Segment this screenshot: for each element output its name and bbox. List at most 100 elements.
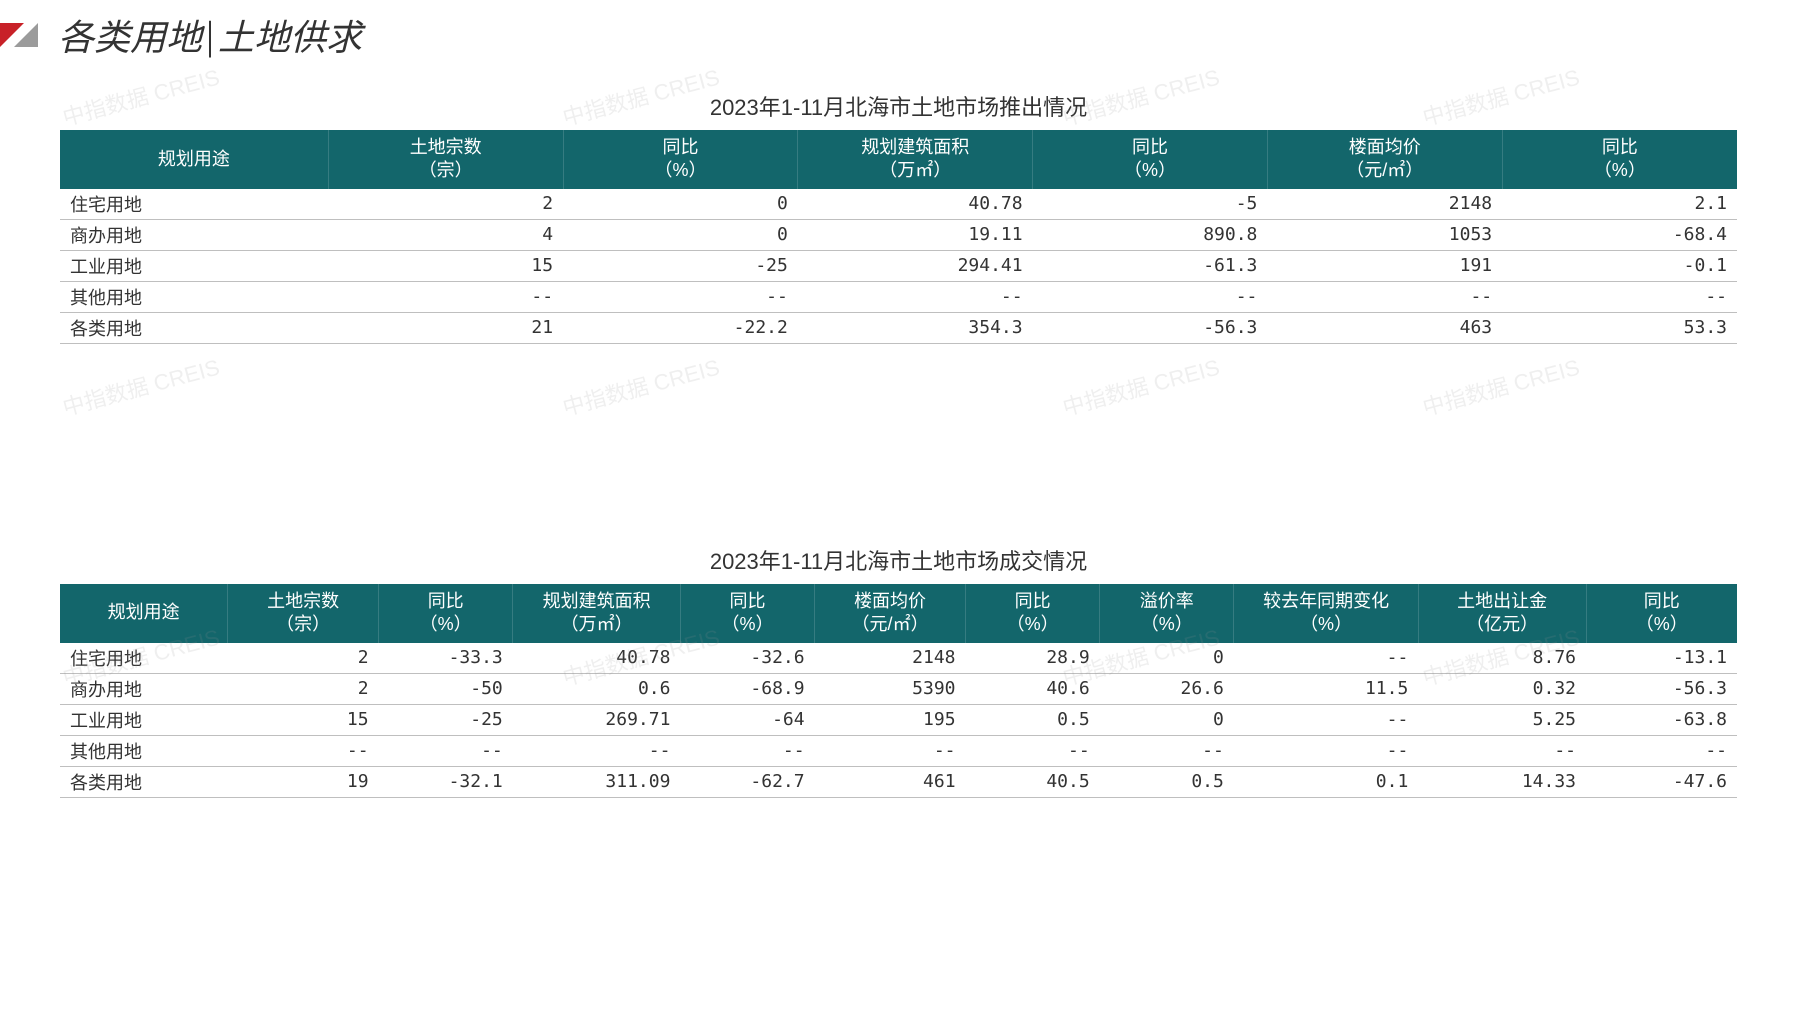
column-header: 较去年同期变化（%） bbox=[1234, 584, 1418, 643]
column-header: 同比（%） bbox=[966, 584, 1100, 643]
table-row: 各类用地19-32.1311.09-62.746140.50.50.114.33… bbox=[60, 766, 1737, 797]
cell: -- bbox=[379, 735, 513, 766]
cell: -- bbox=[228, 735, 379, 766]
cell: -- bbox=[815, 735, 966, 766]
cell: -- bbox=[328, 281, 563, 312]
table-row: 住宅用地2040.78-521482.1 bbox=[60, 189, 1737, 220]
cell: 19.11 bbox=[798, 219, 1033, 250]
cell: -- bbox=[1033, 281, 1268, 312]
cell: 2.1 bbox=[1502, 189, 1737, 220]
cell: 28.9 bbox=[966, 643, 1100, 674]
cell: -22.2 bbox=[563, 312, 798, 343]
content-area: 2023年1-11月北海市土地市场推出情况 规划用途土地宗数（宗）同比（%）规划… bbox=[0, 90, 1797, 798]
table-row: 其他用地------------ bbox=[60, 281, 1737, 312]
cell: 354.3 bbox=[798, 312, 1033, 343]
cell: -62.7 bbox=[680, 766, 814, 797]
cell: 21 bbox=[328, 312, 563, 343]
title-category: 各类用地 bbox=[58, 9, 202, 61]
cell: -- bbox=[1234, 643, 1418, 674]
table-row: 商办用地4019.11890.81053-68.4 bbox=[60, 219, 1737, 250]
cell: 8.76 bbox=[1418, 643, 1586, 674]
cell: 53.3 bbox=[1502, 312, 1737, 343]
cell: 311.09 bbox=[513, 766, 681, 797]
cell: 0 bbox=[1100, 704, 1234, 735]
cell: 1053 bbox=[1267, 219, 1502, 250]
column-header: 同比（%） bbox=[1586, 584, 1737, 643]
cell: 2148 bbox=[815, 643, 966, 674]
table-row: 工业用地15-25269.71-641950.50--5.25-63.8 bbox=[60, 704, 1737, 735]
column-header: 同比（%） bbox=[379, 584, 513, 643]
cell: -25 bbox=[563, 250, 798, 281]
cell: -25 bbox=[379, 704, 513, 735]
row-label: 其他用地 bbox=[60, 281, 328, 312]
page-header: 各类用地 | 土地供求 bbox=[0, 0, 1797, 60]
cell: -56.3 bbox=[1586, 673, 1737, 704]
column-header: 土地出让金（亿元） bbox=[1418, 584, 1586, 643]
cell: 890.8 bbox=[1033, 219, 1268, 250]
cell: -33.3 bbox=[379, 643, 513, 674]
cell: 5.25 bbox=[1418, 704, 1586, 735]
column-header: 规划用途 bbox=[60, 584, 228, 643]
cell: 40.6 bbox=[966, 673, 1100, 704]
table-row: 工业用地15-25294.41-61.3191-0.1 bbox=[60, 250, 1737, 281]
cell: -- bbox=[1234, 735, 1418, 766]
row-label: 住宅用地 bbox=[60, 189, 328, 220]
cell: 195 bbox=[815, 704, 966, 735]
cell: -- bbox=[1418, 735, 1586, 766]
logo-icon bbox=[0, 23, 38, 47]
cell: -47.6 bbox=[1586, 766, 1737, 797]
cell: -64 bbox=[680, 704, 814, 735]
cell: 15 bbox=[328, 250, 563, 281]
cell: -- bbox=[1267, 281, 1502, 312]
table-row: 商办用地2-500.6-68.9539040.626.611.50.32-56.… bbox=[60, 673, 1737, 704]
cell: 0.5 bbox=[1100, 766, 1234, 797]
cell: 0.5 bbox=[966, 704, 1100, 735]
column-header: 土地宗数（宗） bbox=[328, 130, 563, 189]
cell: 40.78 bbox=[798, 189, 1033, 220]
cell: 0.1 bbox=[1234, 766, 1418, 797]
cell: 0.6 bbox=[513, 673, 681, 704]
title-topic: 土地供求 bbox=[218, 9, 362, 61]
cell: 26.6 bbox=[1100, 673, 1234, 704]
table-row: 住宅用地2-33.340.78-32.6214828.90--8.76-13.1 bbox=[60, 643, 1737, 674]
cell: 294.41 bbox=[798, 250, 1033, 281]
cell: 2 bbox=[228, 643, 379, 674]
cell: -61.3 bbox=[1033, 250, 1268, 281]
cell: 2 bbox=[328, 189, 563, 220]
cell: 11.5 bbox=[1234, 673, 1418, 704]
cell: 14.33 bbox=[1418, 766, 1586, 797]
column-header: 同比（%） bbox=[680, 584, 814, 643]
cell: -68.4 bbox=[1502, 219, 1737, 250]
cell: 269.71 bbox=[513, 704, 681, 735]
row-label: 商办用地 bbox=[60, 219, 328, 250]
cell: -32.1 bbox=[379, 766, 513, 797]
cell: 40.5 bbox=[966, 766, 1100, 797]
cell: 5390 bbox=[815, 673, 966, 704]
title-divider: | bbox=[206, 12, 214, 59]
table1-title: 2023年1-11月北海市土地市场推出情况 bbox=[60, 90, 1737, 122]
column-header: 规划用途 bbox=[60, 130, 328, 189]
cell: -32.6 bbox=[680, 643, 814, 674]
cell: -5 bbox=[1033, 189, 1268, 220]
table-row: 其他用地-------------------- bbox=[60, 735, 1737, 766]
row-label: 工业用地 bbox=[60, 704, 228, 735]
cell: -- bbox=[563, 281, 798, 312]
column-header: 土地宗数（宗） bbox=[228, 584, 379, 643]
cell: 0 bbox=[563, 189, 798, 220]
row-label: 各类用地 bbox=[60, 312, 328, 343]
cell: 0.32 bbox=[1418, 673, 1586, 704]
cell: 40.78 bbox=[513, 643, 681, 674]
cell: 461 bbox=[815, 766, 966, 797]
cell: -63.8 bbox=[1586, 704, 1737, 735]
column-header: 同比（%） bbox=[563, 130, 798, 189]
cell: 0 bbox=[563, 219, 798, 250]
cell: 0 bbox=[1100, 643, 1234, 674]
column-header: 同比（%） bbox=[1502, 130, 1737, 189]
cell: -- bbox=[1234, 704, 1418, 735]
row-label: 住宅用地 bbox=[60, 643, 228, 674]
cell: -- bbox=[1502, 281, 1737, 312]
cell: -- bbox=[1586, 735, 1737, 766]
cell: 15 bbox=[228, 704, 379, 735]
row-label: 各类用地 bbox=[60, 766, 228, 797]
table-row: 各类用地21-22.2354.3-56.346353.3 bbox=[60, 312, 1737, 343]
